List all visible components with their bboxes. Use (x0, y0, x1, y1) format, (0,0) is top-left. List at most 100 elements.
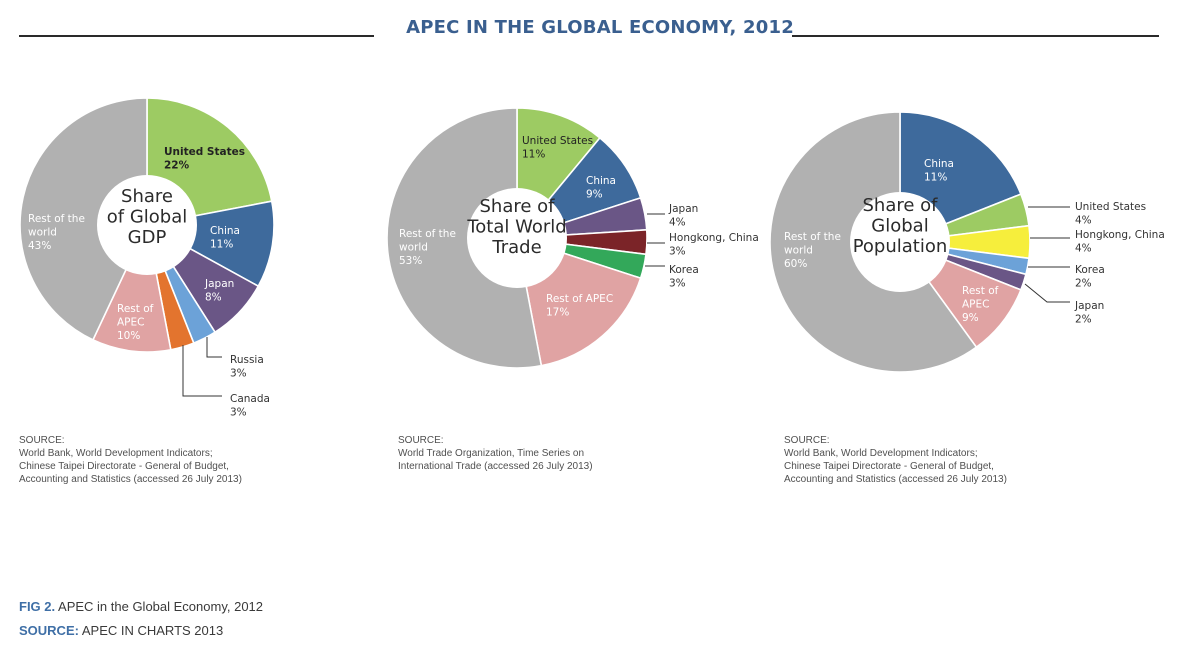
source-note-gdp: SOURCE: World Bank, World Development In… (19, 435, 242, 485)
chart-center-title-line: Share of (862, 195, 938, 216)
slice-label-korea: Korea 3% (669, 264, 699, 290)
source-note-population: SOURCE: World Bank, World Development In… (784, 435, 1007, 485)
donut-chart-1: United States 22%China 11%Japan 8%Russia 3%C… (19, 97, 275, 419)
slice-label-china: China 11% (210, 225, 240, 251)
slice-label-line: world (28, 227, 57, 239)
chart-center-title: Share of Global GDP (107, 186, 188, 248)
slice-label-line: United States (522, 135, 593, 147)
donut-charts: United States 22%China 11%Japan 8%Russia 3%C… (19, 97, 1165, 419)
chart-center-title-line: Share (121, 186, 173, 207)
slice-label-united-states: United States 22% (164, 146, 245, 172)
slice-label-line: 3% (230, 368, 247, 380)
slice-label-united-states: United States 11% (522, 135, 593, 161)
pie-slice-rest-of-the-world (386, 107, 543, 369)
pie-slice-rest-of-the-world (19, 97, 148, 341)
slice-label-line: world (399, 242, 428, 254)
chart-center-title-line: Population (853, 236, 948, 257)
slice-label-line: China (586, 175, 616, 187)
slice-label-china: China 9% (586, 175, 616, 201)
slice-label-line: 53% (399, 255, 422, 267)
slice-label-japan: Japan 8% (204, 278, 234, 304)
figure-number: FIG 2. (19, 599, 56, 614)
slice-label-line: China (210, 225, 240, 237)
slice-label-line: 9% (586, 189, 603, 201)
slice-label-line: Rest of the (28, 213, 85, 225)
slice-label-line: Rest of (962, 285, 999, 297)
slice-label-line: 2% (1075, 278, 1092, 290)
slice-label-line: Japan (668, 203, 698, 215)
slice-label-rest-of-the-world: Rest of the world 53% (399, 228, 456, 267)
slice-label-line: 4% (1075, 243, 1092, 255)
leader-line-russia (206, 337, 222, 358)
slice-label-line: Korea (669, 264, 699, 276)
slice-label-russia: Russia 3% (230, 354, 264, 380)
slice-label-line: United States (164, 146, 245, 158)
slice-label-line: 2% (1075, 314, 1092, 326)
slice-label-line: 11% (924, 172, 947, 184)
chart-center-title-line: Global (871, 216, 928, 237)
slice-label-line: 43% (28, 240, 51, 252)
donut-hole (97, 175, 197, 275)
leader-line-japan (1024, 283, 1070, 303)
slice-label-line: Rest of the (784, 231, 841, 243)
slice-label-canada: Canada 3% (230, 393, 270, 419)
slice-label-line: 11% (210, 239, 233, 251)
chart-center-title-line: Trade (491, 237, 541, 258)
slice-label-line: United States (1075, 201, 1146, 213)
slice-label-japan: Japan 2% (1074, 300, 1104, 326)
slice-label-line: 4% (1075, 215, 1092, 227)
slice-label-line: 17% (546, 307, 569, 319)
figure-caption-text: APEC in the Global Economy, 2012 (55, 599, 264, 614)
slice-label-line: 10% (117, 330, 140, 342)
slice-label-line: Japan (1074, 300, 1104, 312)
chart-center-title-line: GDP (128, 227, 167, 248)
slice-label-line: 3% (669, 278, 686, 290)
slice-label-line: 11% (522, 149, 545, 161)
slice-label-line: 9% (962, 312, 979, 324)
slice-label-rest-of-apec: Rest of APEC 10% (117, 303, 154, 342)
donut-chart-3: China 11% United States 4% Hongkong, China 4%… (769, 111, 1165, 373)
donut-hole (850, 192, 950, 292)
slice-label-line: world (784, 245, 813, 257)
slice-label-line: Canada (230, 393, 270, 405)
slice-label-line: 60% (784, 258, 807, 270)
slice-label-japan: Japan 4% (668, 203, 698, 229)
slice-label-united-states: United States 4% (1075, 201, 1146, 227)
title-rule-right (792, 35, 1159, 37)
donut-hole (467, 188, 567, 288)
slice-label-line: 4% (669, 217, 686, 229)
slice-label-line: Hongkong, China (669, 232, 759, 244)
slice-label-line: Rest of APEC (546, 293, 613, 305)
slice-label-rest-of-apec: Rest of APEC 9% (962, 285, 999, 324)
slice-label-line: Russia (230, 354, 264, 366)
chart-center-title-line: Total World (466, 217, 566, 238)
slice-label-line: 3% (669, 246, 686, 258)
slice-label-line: 3% (230, 407, 247, 419)
page-title: APEC IN THE GLOBAL ECONOMY, 2012 (406, 17, 794, 38)
chart-center-title: Share of Total World Trade (466, 196, 566, 258)
leader-line-canada (182, 345, 222, 397)
slice-label-hongkong-china: Hongkong, China 3% (669, 232, 759, 258)
source-note-trade: SOURCE: World Trade Organization, Time S… (398, 435, 593, 472)
figure-source-key: SOURCE: (19, 623, 79, 638)
slice-label-rest-of-the-world: Rest of the world 60% (784, 231, 841, 270)
slice-label-line: 8% (205, 292, 222, 304)
slice-label-line: China (924, 158, 954, 170)
chart-center-title-line: of Global (107, 207, 188, 228)
figure-caption: FIG 2. APEC in the Global Economy, 2012 (19, 599, 263, 614)
title-rule-left (19, 35, 374, 37)
slice-label-line: APEC (962, 299, 989, 311)
slice-label-hongkong-china: Hongkong, China 4% (1075, 229, 1165, 255)
slice-label-rest-of-apec: Rest of APEC 17% (546, 293, 613, 319)
slice-label-line: Japan (204, 278, 234, 290)
chart-center-title-line: Share of (479, 196, 555, 217)
chart-center-title: Share of Global Population (853, 195, 948, 257)
slice-label-line: Korea (1075, 264, 1105, 276)
slice-label-korea: Korea 2% (1075, 264, 1105, 290)
slice-label-rest-of-the-world: Rest of the world 43% (28, 213, 85, 252)
slice-label-line: Hongkong, China (1075, 229, 1165, 241)
figure-source-text: APEC IN CHARTS 2013 (78, 623, 224, 638)
slice-label-china: China 11% (924, 158, 954, 184)
figure-source: SOURCE: APEC IN CHARTS 2013 (19, 623, 223, 638)
slice-label-line: Rest of the (399, 228, 456, 240)
